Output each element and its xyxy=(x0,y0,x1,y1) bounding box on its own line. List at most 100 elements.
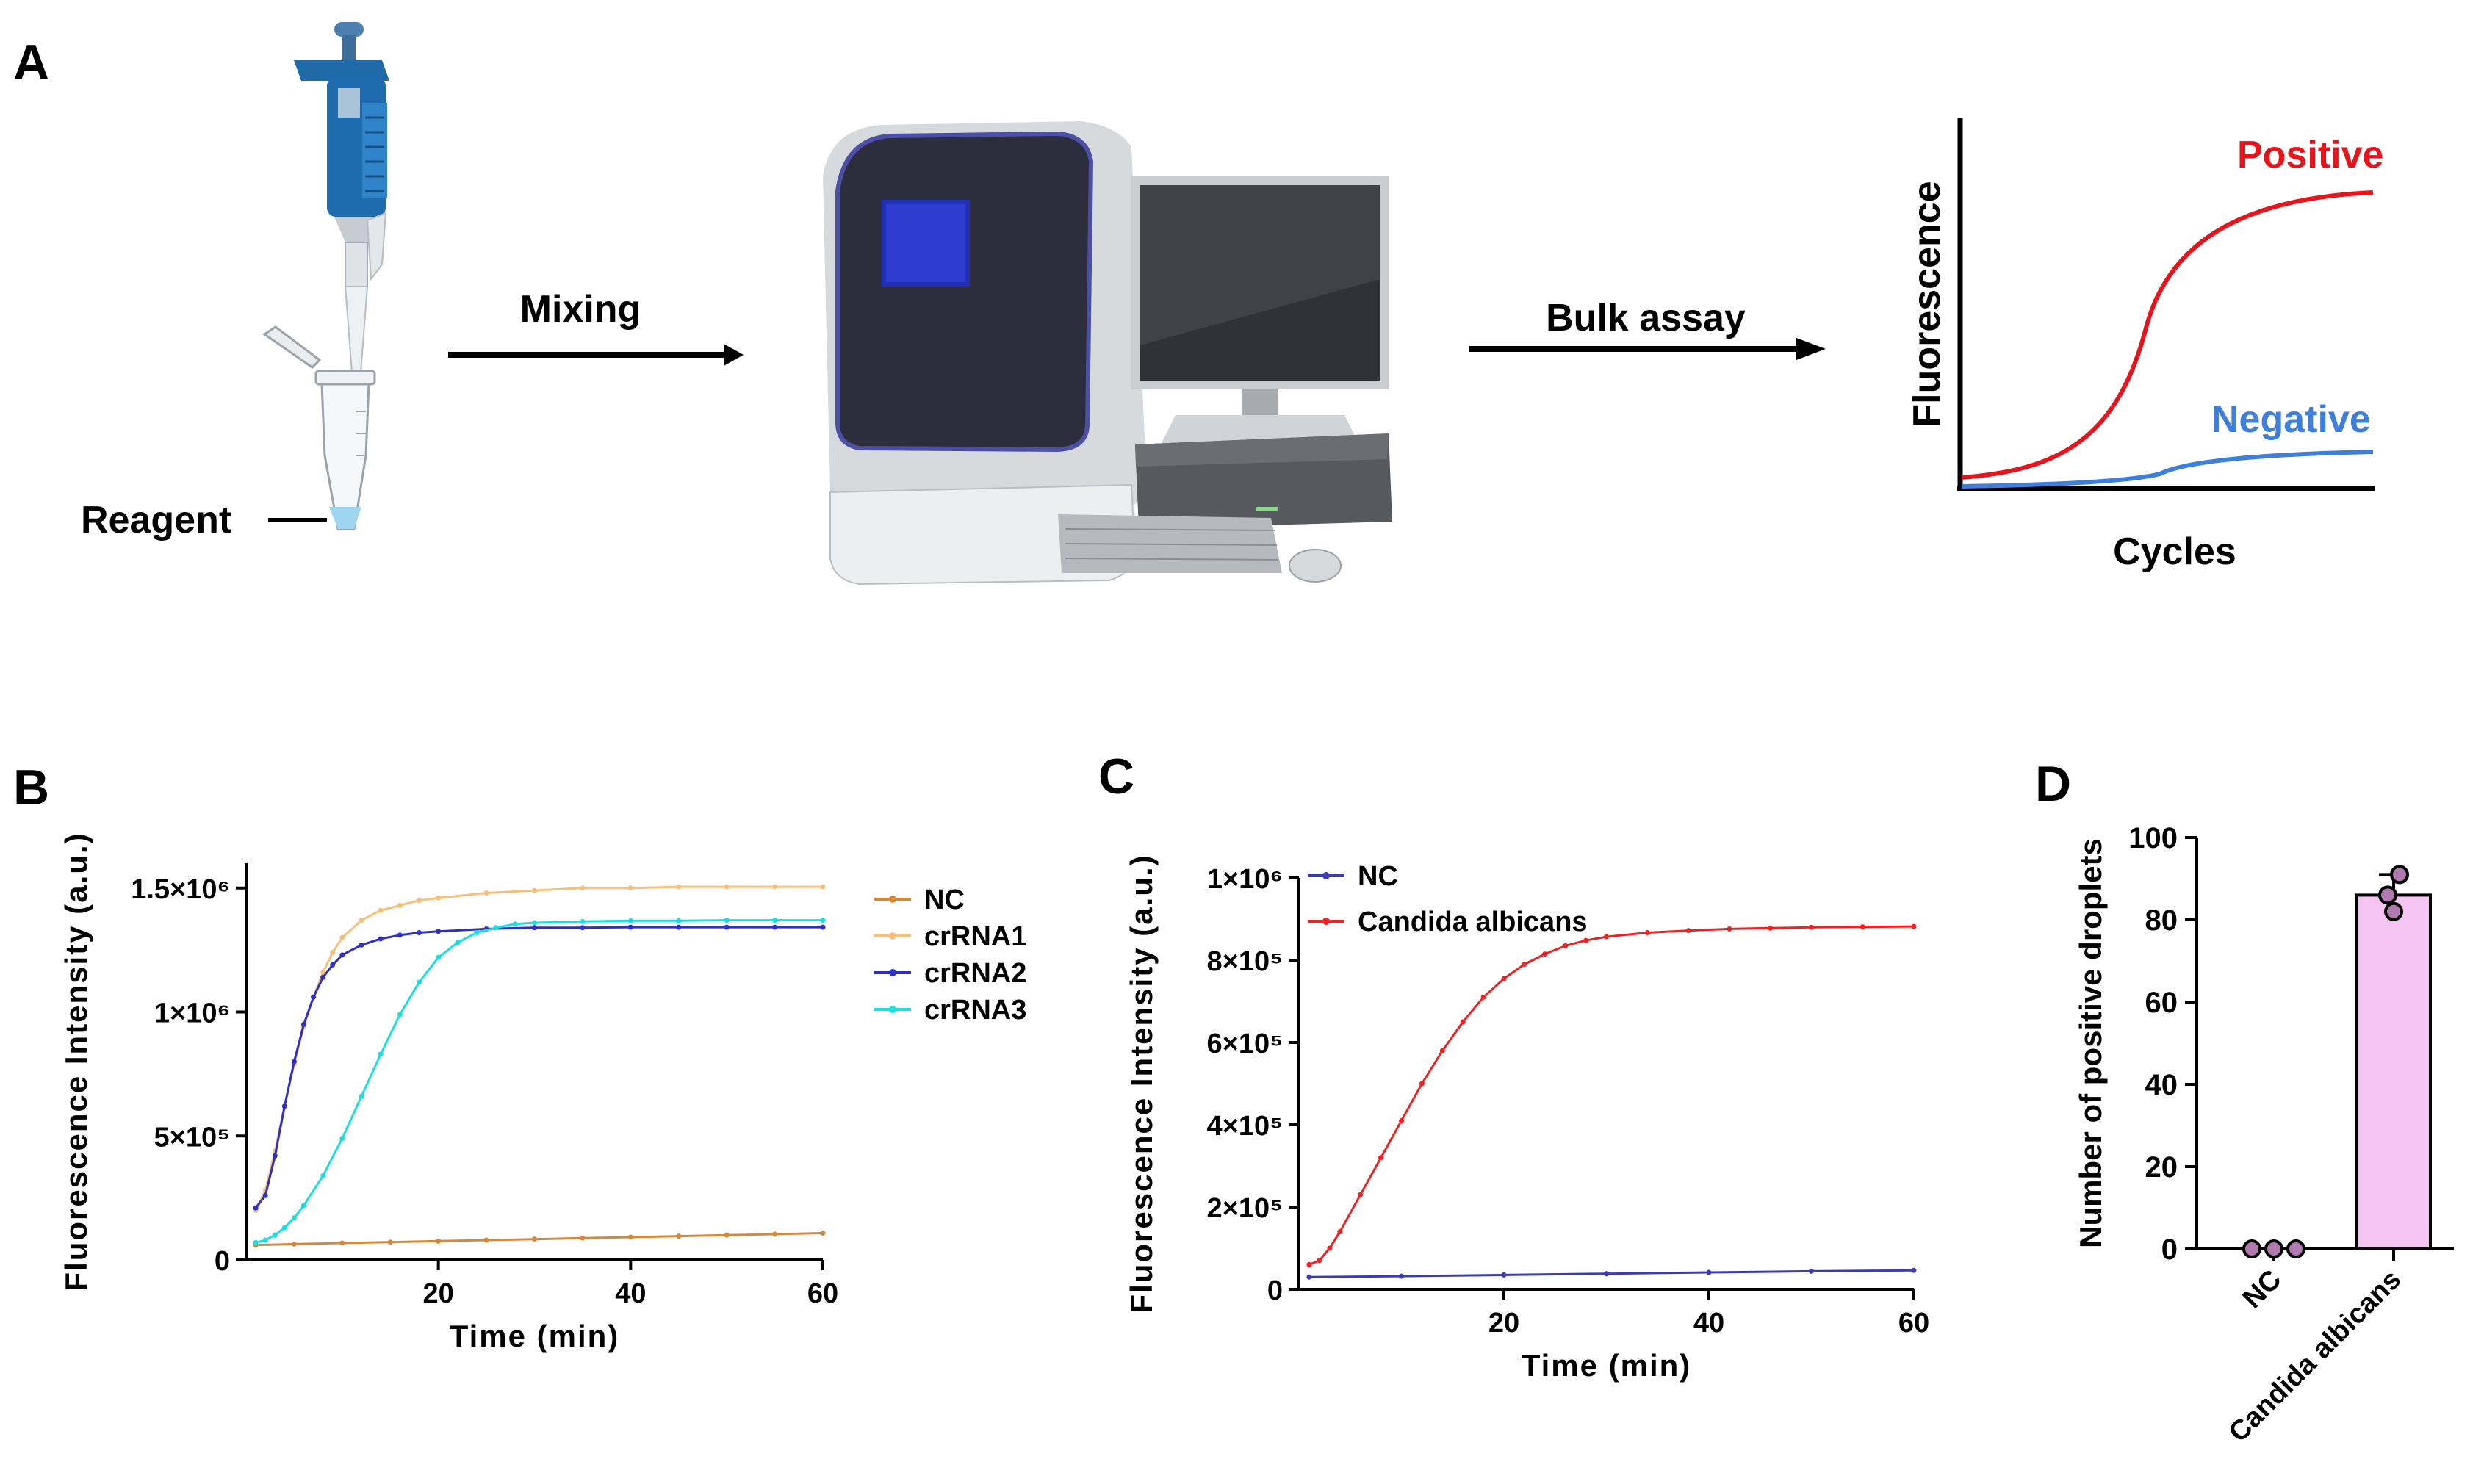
data-point xyxy=(378,936,384,942)
data-point xyxy=(627,1234,633,1240)
negative-label: Negative xyxy=(2211,398,2371,441)
data-point xyxy=(820,924,826,930)
positive-label: Positive xyxy=(2237,134,2383,176)
data-point xyxy=(262,1237,268,1243)
data-point xyxy=(253,1239,259,1245)
schematic-xlabel: Cycles xyxy=(2113,530,2236,573)
data-point xyxy=(532,925,537,931)
data-point xyxy=(772,1231,778,1237)
data-point xyxy=(532,1236,537,1242)
data-point xyxy=(272,1232,278,1238)
y-tick-label: 20 xyxy=(2145,1151,2178,1184)
data-point xyxy=(820,1231,826,1236)
data-point xyxy=(1480,994,1486,1000)
data-point xyxy=(676,924,682,930)
data-point xyxy=(512,921,518,927)
y-tick-label: 6×10⁵ xyxy=(1207,1029,1283,1059)
data-point xyxy=(1706,1269,1712,1275)
y-axis-label: Fluorescence Intensity (a.u.) xyxy=(59,832,93,1291)
data-point xyxy=(417,979,422,985)
y-tick-label: 5×10⁵ xyxy=(154,1122,230,1153)
data-point xyxy=(1399,1117,1404,1123)
y-tick-label: 4×10⁵ xyxy=(1207,1111,1283,1142)
series-line-crrna3 xyxy=(255,919,823,1244)
data-point xyxy=(724,924,730,930)
data-point xyxy=(1327,1245,1333,1251)
y-tick-label: 80 xyxy=(2145,904,2178,937)
legend-marker xyxy=(889,932,896,940)
replicate-point xyxy=(2384,901,2403,921)
data-point xyxy=(1358,1192,1364,1197)
replicate-point xyxy=(2378,885,2397,905)
data-point xyxy=(339,952,345,958)
data-point xyxy=(397,1012,403,1017)
x-tick-label: 40 xyxy=(615,1278,646,1309)
data-point xyxy=(417,930,422,935)
data-point xyxy=(1317,1258,1322,1264)
series-line-crrna2 xyxy=(254,926,823,1209)
data-point xyxy=(330,950,336,955)
x-tick-label: 20 xyxy=(423,1278,454,1309)
data-point xyxy=(474,930,480,935)
data-point xyxy=(532,887,537,893)
mixing-label: Mixing xyxy=(520,288,641,331)
legend-marker xyxy=(1322,918,1330,925)
panel-b-letter: B xyxy=(13,760,49,815)
data-point xyxy=(1337,1229,1343,1235)
data-point xyxy=(1727,926,1732,932)
x-tick-label: 20 xyxy=(1488,1308,1519,1339)
legend-label: NC xyxy=(1358,861,1398,892)
x-axis-label: Time (min) xyxy=(450,1319,620,1353)
data-point xyxy=(1378,1155,1384,1161)
data-point xyxy=(1860,924,1865,930)
data-point xyxy=(676,1233,682,1239)
data-point xyxy=(676,884,682,890)
legend-marker xyxy=(889,969,896,976)
data-point xyxy=(339,1240,345,1246)
legend-marker xyxy=(1322,872,1330,879)
replicate-point xyxy=(2390,865,2409,885)
chart-c: 0 2×10⁵ 4×10⁵ 6×10⁵ 8×10⁵ 1×10⁶ 20 40 60 Time (mi… xyxy=(1124,854,1929,1383)
data-point xyxy=(397,932,403,938)
data-point xyxy=(455,940,461,945)
data-point xyxy=(291,1059,297,1065)
y-tick-label: 0 xyxy=(1267,1275,1283,1306)
data-point xyxy=(1542,951,1548,957)
panel-a-letter: A xyxy=(13,35,49,90)
legend-label: crRNA2 xyxy=(924,958,1026,989)
data-point xyxy=(436,929,442,934)
data-point xyxy=(772,918,778,923)
pipette-icon xyxy=(294,22,389,383)
data-point xyxy=(1911,923,1917,929)
data-point xyxy=(580,885,586,891)
data-point xyxy=(627,918,633,923)
data-point xyxy=(339,1136,345,1142)
data-point xyxy=(580,925,586,931)
data-point xyxy=(1522,962,1527,968)
data-point xyxy=(320,970,326,975)
data-point xyxy=(1460,1019,1466,1025)
data-point xyxy=(1306,1274,1312,1280)
data-point xyxy=(291,1241,297,1247)
data-point xyxy=(820,884,826,890)
data-point xyxy=(580,918,586,924)
schematic-ylabel: Fluorescence xyxy=(1906,181,1948,427)
legend-marker xyxy=(889,896,896,903)
data-point xyxy=(281,1225,287,1231)
data-point xyxy=(339,934,345,940)
bar-candida-albicans xyxy=(2355,893,2432,1251)
y-tick-label: 100 xyxy=(2128,822,2178,854)
data-point xyxy=(387,1239,393,1245)
data-point xyxy=(291,1215,297,1221)
data-point xyxy=(1501,976,1507,981)
series-line-candida-albicans xyxy=(1308,925,1915,1266)
data-point xyxy=(627,924,633,930)
category-label: NC xyxy=(2237,1264,2288,1315)
data-point xyxy=(1768,925,1774,931)
data-point xyxy=(359,942,364,948)
schematic-curve: Positive Negative Fluorescence Cycles xyxy=(1906,118,2383,573)
legend-marker xyxy=(889,1006,896,1013)
data-point xyxy=(1563,943,1569,948)
data-point xyxy=(1604,934,1609,940)
